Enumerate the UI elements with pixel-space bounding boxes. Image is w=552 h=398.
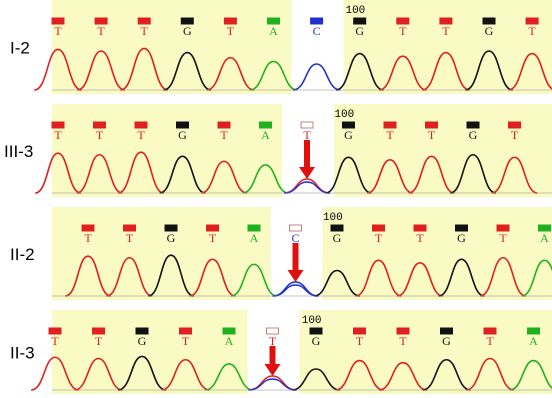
base-call: G: [183, 24, 192, 38]
base-call: T: [84, 231, 92, 245]
sample-label: I-2: [10, 38, 30, 57]
sample-label: II-3: [10, 343, 35, 362]
base-call: C: [291, 231, 299, 245]
base-call: A: [540, 231, 549, 245]
base-call: G: [457, 231, 466, 245]
base-call: G: [333, 231, 342, 245]
base-call: G: [442, 334, 451, 348]
base-call: T: [182, 334, 190, 348]
base-call: T: [486, 334, 494, 348]
base-call: A: [261, 128, 270, 142]
arrow-shaft: [304, 140, 310, 167]
chromatogram-panel: I-2 100 T T T G T A C G T T G T: [10, 0, 552, 94]
base-call: T: [399, 24, 407, 38]
base-call: G: [344, 128, 353, 142]
base-call: T: [399, 334, 407, 348]
position-number: 100: [323, 212, 343, 224]
base-call: C: [313, 24, 321, 38]
base-call: T: [303, 128, 311, 142]
base-call: G: [469, 128, 478, 142]
base-call: T: [428, 128, 436, 142]
base-call: T: [386, 128, 394, 142]
base-call: T: [209, 231, 217, 245]
base-call: T: [375, 231, 383, 245]
chromatogram-panel: II-3 100 T T G T A T G T T G T A: [10, 310, 552, 394]
base-call: T: [95, 334, 103, 348]
figure: I-2100TTTGTACGTTGTIII-3100TTTGTATGTTGTII…: [0, 0, 552, 398]
base-call: T: [499, 231, 507, 245]
base-call: G: [312, 334, 321, 348]
base-call: T: [126, 231, 134, 245]
base-call: T: [220, 128, 228, 142]
base-call: G: [178, 128, 187, 142]
base-call: T: [227, 24, 235, 38]
base-call: T: [442, 24, 450, 38]
arrow-shaft: [270, 346, 276, 364]
base-call: G: [138, 334, 147, 348]
highlight-column: [292, 0, 344, 94]
position-number: 100: [345, 5, 365, 17]
base-call: T: [54, 128, 62, 142]
position-number: 100: [334, 109, 354, 121]
base-call: A: [225, 334, 234, 348]
base-call: T: [141, 24, 149, 38]
base-call: T: [269, 334, 277, 348]
chromatogram-panel: III-3 100 T T T G T A T G T T G T: [4, 104, 552, 197]
base-call: A: [529, 334, 538, 348]
base-call: T: [51, 334, 59, 348]
base-call: G: [167, 231, 176, 245]
sample-label: II-2: [10, 245, 35, 264]
base-call: T: [54, 24, 62, 38]
base-call: T: [528, 24, 536, 38]
base-call: T: [97, 24, 105, 38]
arrow-shaft: [293, 243, 299, 270]
base-call: G: [485, 24, 494, 38]
position-number: 100: [302, 315, 322, 327]
base-call: A: [250, 231, 259, 245]
base-call: T: [511, 128, 519, 142]
base-call: T: [96, 128, 104, 142]
base-call: T: [137, 128, 145, 142]
base-call: G: [355, 24, 364, 38]
base-call: A: [269, 24, 278, 38]
chromatogram-panel: II-2 100 T T G T A C G T T G T A: [10, 207, 552, 300]
base-call: T: [416, 231, 424, 245]
sample-label: III-3: [4, 142, 33, 161]
base-call: T: [356, 334, 364, 348]
